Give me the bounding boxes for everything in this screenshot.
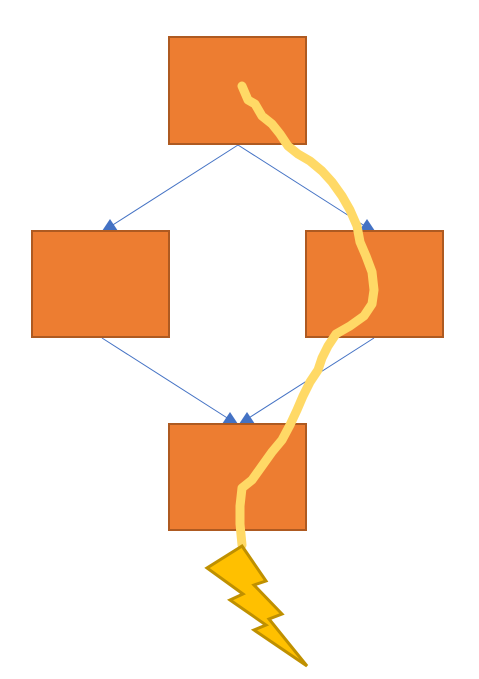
- node-left: [31, 230, 170, 338]
- arrowhead-bottom-box-right: [239, 412, 255, 424]
- edge-left-to-bottom: [101, 337, 233, 422]
- lightning-bolt-icon: [204, 543, 309, 668]
- arrowhead-bottom-box-left: [222, 412, 238, 424]
- arrowhead-left-box: [102, 219, 118, 231]
- edge-top-to-right: [237, 144, 369, 229]
- node-top: [168, 36, 307, 145]
- nodes: [31, 36, 444, 531]
- edge-top-to-left: [107, 144, 239, 229]
- squiggle-path: [235, 81, 379, 550]
- arrowhead-right-box: [359, 219, 375, 231]
- arrowheads: [102, 219, 375, 424]
